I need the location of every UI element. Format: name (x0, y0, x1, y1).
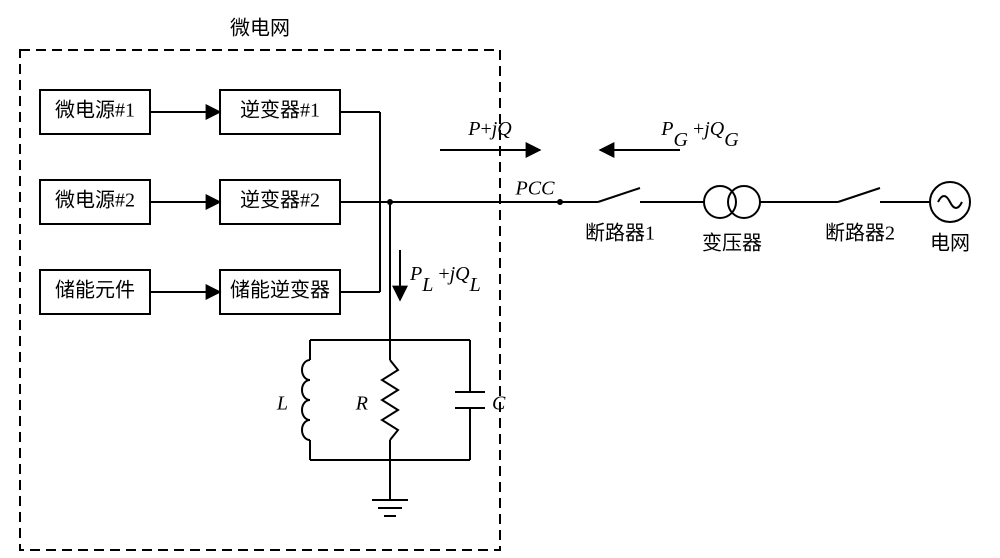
capacitor-symbol (455, 340, 485, 460)
breaker2-label: 断路器2 (825, 222, 895, 245)
transformer-label: 变压器 (702, 232, 762, 255)
breaker1-label: 断路器1 (585, 222, 655, 245)
inductor-symbol (302, 340, 310, 460)
transformer-symbol (704, 186, 760, 218)
inductor-label: L (276, 393, 288, 415)
pcc-label: PCC (515, 178, 556, 200)
breaker-2-symbol (830, 188, 905, 202)
power-grid-label: PG +jQG (660, 118, 739, 151)
ground-symbol (372, 500, 408, 516)
source-row-3: 储能元件 储能逆变器 (40, 270, 380, 314)
grid-label: 电网 (930, 232, 970, 255)
capacitor-label: C (492, 393, 506, 415)
pcc-node (557, 199, 563, 205)
src2-right-label: 逆变器#2 (240, 189, 320, 212)
resistor-symbol (382, 340, 398, 460)
rlc-load: L R C (276, 340, 506, 516)
title-label: 微电网 (230, 17, 290, 40)
breaker-1-symbol (590, 188, 660, 202)
grid-source-symbol (930, 182, 970, 222)
src2-left-label: 微电源#2 (55, 189, 135, 212)
src3-right-label: 储能逆变器 (230, 279, 330, 302)
source-row-2: 微电源#2 逆变器#2 (40, 180, 380, 224)
src3-left-label: 储能元件 (55, 279, 135, 302)
resistor-label: R (355, 393, 368, 415)
src1-left-label: 微电源#1 (55, 99, 135, 122)
source-row-1: 微电源#1 逆变器#1 (40, 90, 380, 134)
power-out-label: P+jQ (467, 118, 512, 140)
src1-right-label: 逆变器#1 (240, 99, 320, 122)
circuit-diagram: 微电网 微电源#1 逆变器#1 微电源#2 逆变器#2 储能元件 储能逆变器 P… (0, 0, 1000, 558)
power-load-label: PL +jQL (409, 263, 481, 296)
